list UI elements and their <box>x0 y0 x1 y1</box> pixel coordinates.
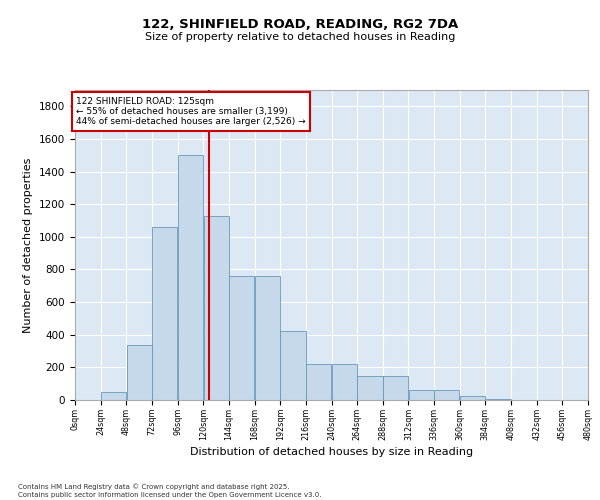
Bar <box>127 344 152 400</box>
Bar <box>358 376 383 400</box>
Bar <box>434 390 460 400</box>
Bar <box>409 390 434 400</box>
Bar <box>229 276 254 400</box>
Bar <box>332 364 357 400</box>
Text: Size of property relative to detached houses in Reading: Size of property relative to detached ho… <box>145 32 455 42</box>
Bar <box>178 156 203 400</box>
Text: Contains HM Land Registry data © Crown copyright and database right 2025.
Contai: Contains HM Land Registry data © Crown c… <box>18 484 322 498</box>
Text: 122 SHINFIELD ROAD: 125sqm
← 55% of detached houses are smaller (3,199)
44% of s: 122 SHINFIELD ROAD: 125sqm ← 55% of deta… <box>76 96 305 126</box>
Bar <box>460 396 485 400</box>
Y-axis label: Number of detached properties: Number of detached properties <box>23 158 34 332</box>
X-axis label: Distribution of detached houses by size in Reading: Distribution of detached houses by size … <box>190 447 473 457</box>
Bar <box>306 364 331 400</box>
Bar <box>203 216 229 400</box>
Bar <box>101 392 126 400</box>
Bar <box>485 399 511 400</box>
Bar <box>383 376 408 400</box>
Bar <box>280 332 305 400</box>
Bar <box>152 227 178 400</box>
Bar <box>255 276 280 400</box>
Text: 122, SHINFIELD ROAD, READING, RG2 7DA: 122, SHINFIELD ROAD, READING, RG2 7DA <box>142 18 458 30</box>
